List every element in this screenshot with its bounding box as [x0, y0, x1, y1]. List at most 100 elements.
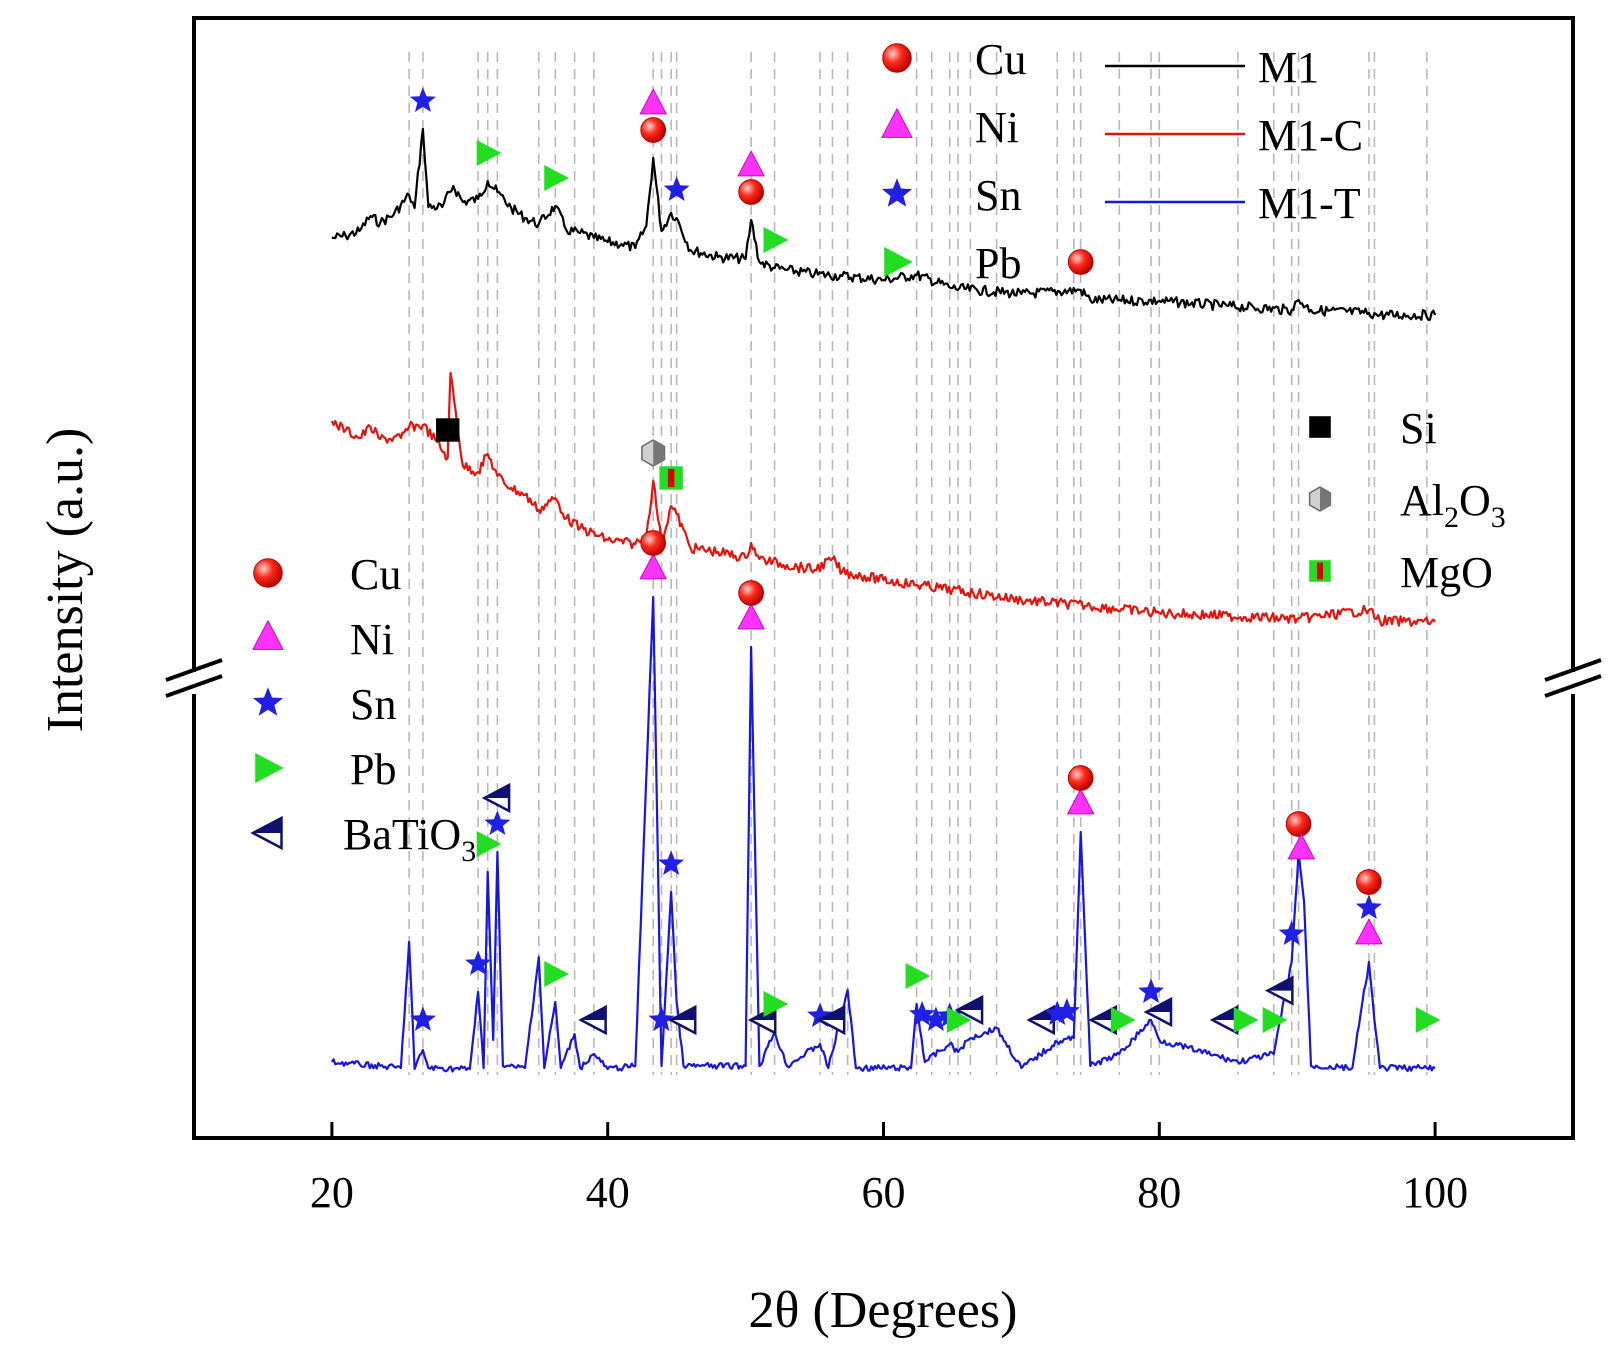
phase-marker-m1-t-batio3-17: [816, 1004, 846, 1036]
phase-marker-m1-t-sn-16: [807, 1002, 833, 1027]
phase-marker-m1-pb-2: [544, 165, 569, 191]
legend-left-marker-4: [250, 815, 283, 851]
phase-marker-m1-t-sn-37: [1278, 920, 1305, 945]
series-line-m1-c: [330, 371, 1436, 627]
legend-top: Cu Ni Sn Pb M1 M1-C M1-T: [881, 35, 1363, 288]
phase-marker-m1-t-cu-28: [1067, 765, 1094, 791]
phase-marker-m1-t-sn-9: [648, 1006, 675, 1031]
phase-marker-m1-t-pb-2: [476, 831, 502, 857]
legend-left-label-pb: Pb: [350, 745, 396, 794]
x-axis: 20 40 60 80 100: [310, 1122, 1468, 1217]
legend-left: Cu Ni Sn Pb BaTiO3: [250, 550, 476, 868]
legend-top-label-pb: Pb: [975, 239, 1021, 288]
phase-marker-layer: [409, 87, 1441, 1036]
series-line-m1-t: [330, 595, 1436, 1073]
legend-line-label-m1-c: M1-C: [1258, 111, 1363, 160]
phase-marker-m1-t-batio3-36: [1264, 975, 1294, 1006]
phase-marker-m1-t-pb-15: [763, 991, 789, 1017]
legend-right-marker-1: [1308, 486, 1332, 512]
x-tick-label-80: 80: [1137, 1168, 1181, 1217]
phase-marker-m1-c-si-0: [436, 418, 460, 442]
legend-right-marker-0: [1309, 416, 1331, 438]
phase-marker-m1-t-ni-39: [1287, 833, 1316, 860]
phase-marker-m1-t-batio3-32: [1143, 996, 1173, 1028]
phase-marker-m1-t-sn-20: [922, 1006, 949, 1031]
phase-marker-m1-t-pb-34: [1233, 1007, 1259, 1033]
legend-right-label-mgo: MgO: [1400, 548, 1493, 597]
phase-marker-m1-pb-8: [763, 227, 789, 253]
legend-line-label-m1: M1: [1258, 43, 1319, 92]
phase-marker-m1-t-sn-1: [465, 950, 492, 975]
phase-marker-m1-t-ni-27: [1066, 788, 1095, 815]
legend-right-label-si: Si: [1400, 404, 1437, 453]
axis-break-gap-left: [166, 672, 222, 694]
phase-marker-m1-t-sn-19: [909, 1001, 936, 1026]
phase-marker-m1-t-batio3-6: [578, 1004, 607, 1036]
series-layer: [330, 127, 1437, 1073]
phase-marker-m1-t-sn-0: [409, 1006, 436, 1031]
phase-marker-m1-t-sn-41: [1355, 894, 1382, 919]
phase-marker-m1-t-cu-13: [738, 580, 764, 606]
legend-top-marker-pb: [884, 247, 913, 277]
x-tick-label-20: 20: [310, 1168, 354, 1217]
legend-right-label-al2o3: Al2O3: [1400, 476, 1506, 534]
legend-left-marker-2: [253, 687, 283, 716]
phase-marker-m1-cu-9: [1067, 249, 1094, 275]
legend-left-label-batio3: BaTiO3: [343, 810, 476, 868]
phase-marker-m1-t-sn-3: [484, 810, 511, 835]
axis-break-mark-right-0: [1544, 658, 1602, 682]
legend-left-marker-0: [253, 558, 283, 588]
phase-marker-m1-cu-3: [640, 117, 667, 143]
phase-marker-m1-sn-5: [663, 176, 690, 201]
legend-top-marker-sn: [882, 178, 912, 207]
legend-line-label-m1-t: M1-T: [1258, 179, 1361, 228]
legend-left-marker-1: [252, 619, 284, 650]
x-tick-label-60: 60: [862, 1168, 906, 1217]
phase-marker-m1-t-batio3-33: [1209, 1004, 1239, 1036]
phase-marker-m1-ni-4: [639, 88, 668, 115]
phase-marker-m1-t-pb-30: [1111, 1007, 1136, 1033]
phase-marker-m1-t-pb-18: [905, 963, 931, 989]
legend-layer: Cu Ni Sn Pb M1 M1-C M1-T Si Al2O3 MgO Cu Ni Sn Pb BaTi…: [250, 35, 1506, 868]
phase-marker-m1-t-pb-22: [946, 1007, 972, 1033]
axis-break-mark-left-1: [165, 674, 223, 698]
phase-marker-m1-cu-6: [738, 179, 764, 205]
legend-top-label-cu: Cu: [975, 35, 1026, 84]
axis-break-mark-right-1: [1544, 674, 1602, 698]
legend-left-label-cu: Cu: [350, 550, 401, 599]
phase-marker-m1-t-sn-25: [1044, 1000, 1071, 1025]
phase-marker-m1-t-ni-40: [1355, 918, 1383, 945]
phase-marker-m1-t-batio3-23: [954, 994, 984, 1026]
axis-break-gap-right: [1545, 672, 1601, 694]
legend-top-marker-cu: [882, 43, 912, 73]
phase-marker-m1-c-al2o3-1: [641, 439, 666, 467]
phase-marker-m1-t-pb-43: [1415, 1007, 1441, 1033]
legend-left-marker-3: [255, 753, 284, 783]
phase-marker-m1-t-sn-10: [658, 850, 685, 875]
phase-marker-m1-ni-7: [737, 150, 765, 177]
phase-marker-m1-t-ni-12: [737, 603, 765, 630]
series-line-m1: [331, 127, 1437, 321]
legend-top-label-ni: Ni: [975, 103, 1019, 152]
y-axis-break: [165, 658, 1602, 698]
phase-marker-m1-t-pb-5: [544, 961, 569, 987]
phase-marker-m1-t-sn-31: [1138, 978, 1164, 1003]
phase-marker-m1-t-cu-42: [1356, 869, 1382, 895]
legend-top-marker-ni: [881, 107, 913, 138]
phase-marker-m1-pb-1: [476, 140, 502, 166]
phase-marker-m1-sn-0: [409, 87, 436, 112]
phase-marker-m1-t-ni-7: [639, 553, 668, 580]
legend-left-label-sn: Sn: [350, 680, 396, 729]
legend-right: Si Al2O3 MgO: [1308, 404, 1506, 597]
phase-marker-m1-t-cu-38: [1285, 811, 1312, 837]
phase-marker-m1-c-mgo-2: [659, 466, 683, 490]
axis-break-mark-left-0: [165, 658, 223, 682]
legend-left-label-ni: Ni: [350, 615, 394, 664]
phase-marker-m1-t-sn-26: [1053, 998, 1080, 1023]
x-axis-title: 2θ (Degrees): [749, 1282, 1018, 1339]
phase-marker-m1-t-pb-35: [1262, 1007, 1288, 1033]
phase-marker-m1-t-batio3-4: [481, 782, 511, 814]
legend-right-marker-2: [1309, 560, 1331, 582]
